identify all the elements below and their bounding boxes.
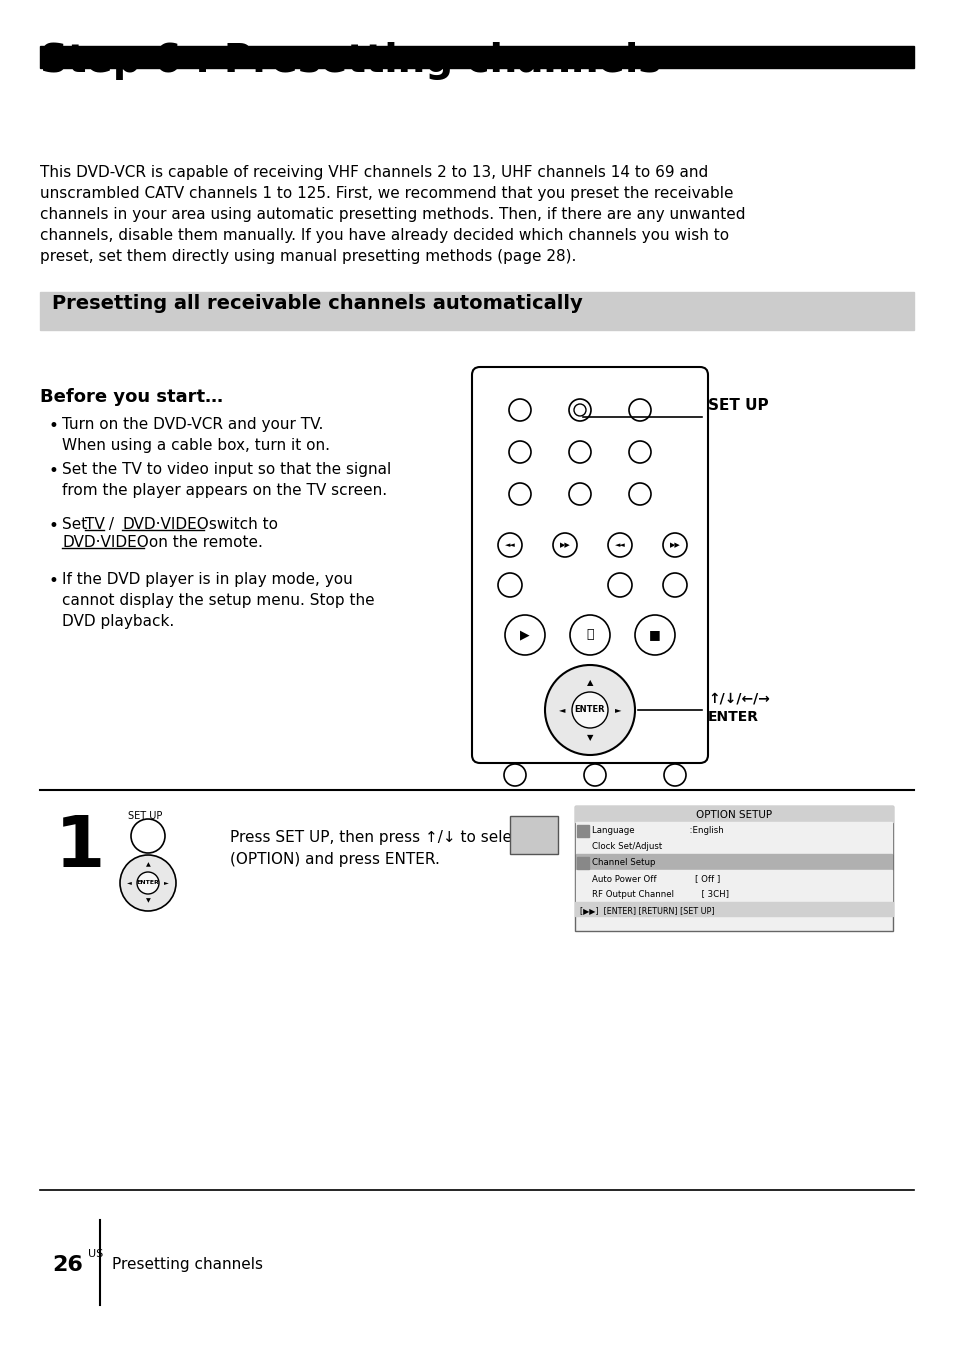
- Text: SET UP: SET UP: [707, 397, 768, 412]
- Circle shape: [497, 573, 521, 598]
- Text: TV: TV: [85, 516, 105, 531]
- Text: Auto Power Off              [ Off ]: Auto Power Off [ Off ]: [592, 873, 720, 883]
- Bar: [575, 806, 892, 932]
- Text: RF Output Channel          [ 3CH]: RF Output Channel [ 3CH]: [592, 890, 728, 899]
- Text: DVD·VIDEO: DVD·VIDEO: [122, 516, 209, 531]
- Text: [▶▶]  [ENTER] [RETURN] [SET UP]: [▶▶] [ENTER] [RETURN] [SET UP]: [579, 906, 714, 915]
- Text: Language                    :English: Language :English: [592, 826, 723, 836]
- Bar: [576, 886, 891, 902]
- Circle shape: [662, 573, 686, 598]
- Circle shape: [635, 615, 675, 654]
- Bar: [577, 825, 588, 837]
- Text: 26: 26: [52, 1255, 83, 1275]
- Text: switch to: switch to: [204, 516, 277, 531]
- Circle shape: [663, 764, 685, 786]
- Circle shape: [509, 483, 531, 506]
- Circle shape: [607, 573, 631, 598]
- Circle shape: [504, 615, 544, 654]
- Text: ENTER: ENTER: [136, 880, 159, 886]
- Text: Press SET UP, then press ↑/↓ to select
(OPTION) and press ENTER.: Press SET UP, then press ↑/↓ to select (…: [230, 830, 526, 867]
- Text: •: •: [48, 416, 58, 435]
- Text: DVD·VIDEO: DVD·VIDEO: [62, 535, 149, 550]
- Text: ►: ►: [164, 880, 169, 886]
- Text: •: •: [48, 462, 58, 480]
- Text: Turn on the DVD-VCR and your TV.
When using a cable box, turn it on.: Turn on the DVD-VCR and your TV. When us…: [62, 416, 330, 453]
- Circle shape: [628, 399, 650, 420]
- Circle shape: [569, 615, 609, 654]
- Text: ▲: ▲: [146, 863, 151, 867]
- Circle shape: [553, 533, 577, 557]
- Text: ►: ►: [614, 706, 620, 714]
- Circle shape: [503, 764, 525, 786]
- Circle shape: [628, 441, 650, 462]
- Circle shape: [572, 692, 607, 727]
- Circle shape: [544, 665, 635, 754]
- Text: Presetting channels: Presetting channels: [112, 1257, 263, 1272]
- Text: ENTER: ENTER: [574, 706, 604, 714]
- Bar: [575, 806, 892, 822]
- Bar: [576, 854, 891, 869]
- Bar: [510, 817, 558, 854]
- Text: Clock Set/Adjust: Clock Set/Adjust: [592, 842, 661, 850]
- Text: OPTION SETUP: OPTION SETUP: [695, 810, 771, 821]
- Bar: [576, 869, 891, 886]
- Circle shape: [120, 854, 175, 911]
- Text: Set: Set: [62, 516, 92, 531]
- Text: ▲: ▲: [586, 677, 593, 687]
- Text: on the remote.: on the remote.: [144, 535, 263, 550]
- Text: Before you start…: Before you start…: [40, 388, 223, 406]
- Bar: [577, 857, 588, 869]
- Text: /: /: [104, 516, 119, 531]
- Text: If the DVD player is in play mode, you
cannot display the setup menu. Stop the
D: If the DVD player is in play mode, you c…: [62, 572, 375, 629]
- Text: ▶▶: ▶▶: [559, 542, 570, 548]
- Text: ⏸: ⏸: [586, 629, 593, 641]
- Text: Channel Setup: Channel Setup: [592, 859, 655, 867]
- Circle shape: [583, 764, 605, 786]
- Text: ↑/↓/←/→
ENTER: ↑/↓/←/→ ENTER: [707, 692, 769, 725]
- Circle shape: [131, 819, 165, 853]
- Text: ▶: ▶: [519, 629, 529, 641]
- Bar: [576, 822, 891, 838]
- Text: •: •: [48, 572, 58, 589]
- Text: ◄◄: ◄◄: [504, 542, 515, 548]
- Text: Set the TV to video input so that the signal
from the player appears on the TV s: Set the TV to video input so that the si…: [62, 462, 391, 498]
- Text: 1: 1: [55, 813, 105, 882]
- Text: ▼: ▼: [146, 899, 151, 903]
- Circle shape: [137, 872, 159, 894]
- Bar: [40, 292, 913, 330]
- Text: ▶▶: ▶▶: [669, 542, 679, 548]
- Circle shape: [497, 533, 521, 557]
- Bar: [576, 838, 891, 854]
- Text: ◄: ◄: [558, 706, 565, 714]
- Text: Step 6 : Presetting channels: Step 6 : Presetting channels: [40, 42, 660, 80]
- Circle shape: [509, 399, 531, 420]
- Text: ◄: ◄: [128, 880, 132, 886]
- Text: This DVD-VCR is capable of receiving VHF channels 2 to 13, UHF channels 14 to 69: This DVD-VCR is capable of receiving VHF…: [40, 165, 744, 264]
- Circle shape: [568, 483, 590, 506]
- Circle shape: [607, 533, 631, 557]
- Text: Presetting all receivable channels automatically: Presetting all receivable channels autom…: [52, 293, 582, 314]
- Text: ◄◄: ◄◄: [614, 542, 625, 548]
- Circle shape: [568, 399, 590, 420]
- Text: SET UP: SET UP: [128, 811, 162, 821]
- Bar: [575, 902, 892, 917]
- Circle shape: [509, 441, 531, 462]
- Circle shape: [574, 404, 585, 416]
- Circle shape: [628, 483, 650, 506]
- Text: ■: ■: [648, 629, 660, 641]
- Circle shape: [662, 533, 686, 557]
- Text: •: •: [48, 516, 58, 535]
- Bar: [40, 46, 913, 68]
- Text: ▼: ▼: [586, 733, 593, 742]
- FancyBboxPatch shape: [472, 366, 707, 763]
- Circle shape: [568, 441, 590, 462]
- Text: US: US: [88, 1249, 103, 1259]
